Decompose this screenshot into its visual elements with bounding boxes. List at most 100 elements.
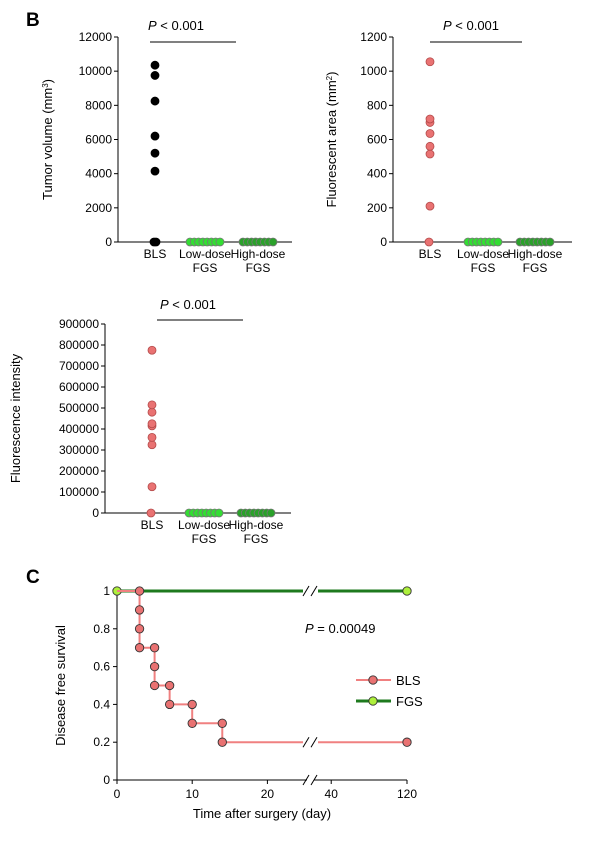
category-label-line2: FGS — [471, 261, 496, 275]
data-point-bls — [425, 57, 435, 67]
p-value-annotation: P = 0.00049 — [305, 621, 375, 636]
data-point-bls — [147, 345, 157, 355]
significance-value: < 0.001 — [452, 18, 499, 33]
y-tick-label: 6000 — [85, 133, 112, 147]
y-axis-title: Fluorescence intensity — [8, 353, 23, 483]
y-axis-title: Fluorescent area (mm2) — [324, 72, 339, 208]
category-label-line2: FGS — [193, 261, 218, 275]
y-tick-label: 400000 — [59, 422, 99, 436]
category-label: High-dose — [231, 247, 286, 261]
data-point-bls — [425, 201, 435, 211]
line-break-mark — [310, 736, 318, 748]
data-point-low-dose — [493, 237, 503, 247]
axis-break-mark — [302, 774, 310, 786]
y-axis-title-superscript: 2 — [325, 75, 334, 80]
y-axis-title-main: Fluorescent area (mm — [324, 80, 339, 207]
category-label: Low-dose — [457, 247, 509, 261]
y-tick-label: 200000 — [59, 464, 99, 478]
data-point-bls — [151, 237, 161, 247]
series-marker-bls — [134, 605, 145, 615]
p-value-label: P — [305, 621, 314, 636]
data-point-low-dose — [215, 237, 225, 247]
y-tick-label: 10000 — [79, 64, 113, 78]
data-point-bls — [425, 141, 435, 151]
series-marker-bls — [402, 737, 412, 747]
panel-letter-c: C — [26, 567, 40, 588]
data-point-bls — [150, 71, 160, 80]
y-axis-title: Disease free survival — [53, 625, 68, 746]
significance-label: P < 0.001 — [160, 297, 216, 312]
category-label-line2: FGS — [246, 261, 271, 275]
y-tick-label: 600 — [367, 133, 387, 147]
significance-label: P < 0.001 — [443, 18, 499, 33]
series-line-bls — [117, 590, 303, 744]
legend-marker-fgs — [368, 696, 378, 706]
category-label: High-dose — [508, 247, 563, 261]
category-label: BLS — [141, 518, 164, 532]
y-tick-label: 2000 — [85, 201, 112, 215]
y-tick-label: 0 — [103, 773, 110, 787]
y-tick-label: 1200 — [360, 30, 387, 44]
y-tick-label: 0.4 — [93, 697, 110, 711]
category-label-line2: FGS — [192, 532, 217, 546]
series-marker-bls — [149, 643, 160, 653]
data-point-bls — [425, 114, 435, 124]
panel-letter-b: B — [26, 10, 40, 31]
data-point-high-dose — [545, 237, 555, 247]
significance-p: P — [148, 18, 157, 33]
legend-marker-bls — [368, 675, 378, 685]
y-axis-title-main: Tumor volume (mm — [40, 88, 55, 200]
data-point-bls — [150, 60, 160, 70]
series-marker-bls — [217, 737, 227, 747]
y-tick-label: 4000 — [85, 167, 112, 181]
x-tick-label: 0 — [114, 787, 121, 801]
x-tick-label: 120 — [397, 787, 417, 801]
x-tick-label: 40 — [325, 787, 339, 801]
y-tick-label: 200 — [367, 201, 387, 215]
series-marker-bls — [134, 643, 145, 653]
p-value-number: = 0.00049 — [314, 621, 376, 636]
series-marker-bls — [149, 661, 160, 672]
y-tick-label: 0.2 — [93, 735, 110, 749]
y-tick-label: 8000 — [85, 98, 112, 112]
data-point-bls — [147, 400, 157, 410]
y-tick-label: 700000 — [59, 359, 99, 373]
data-point-bls — [425, 129, 435, 138]
y-axis-title-end: ) — [324, 72, 339, 76]
legend-label-fgs: FGS — [396, 694, 423, 709]
y-tick-label: 0.6 — [93, 660, 110, 674]
line-break-mark — [310, 585, 318, 597]
series-marker-bls — [164, 699, 175, 710]
y-tick-label: 500000 — [59, 401, 99, 415]
y-tick-label: 0.8 — [93, 622, 110, 636]
x-axis-title: Time after surgery (day) — [193, 806, 331, 821]
y-tick-label: 12000 — [79, 30, 113, 44]
y-tick-label: 1 — [103, 584, 110, 598]
series-marker-bls — [217, 718, 227, 728]
data-point-bls — [425, 149, 435, 159]
data-point-bls — [147, 440, 157, 450]
data-point-bls — [150, 166, 160, 176]
category-label: Low-dose — [179, 247, 231, 261]
category-label-line2: FGS — [244, 532, 269, 546]
x-tick-label: 10 — [186, 787, 200, 801]
series-marker-bls — [164, 680, 175, 691]
data-point-bls — [147, 419, 157, 429]
y-tick-label: 100000 — [59, 485, 99, 499]
y-tick-label: 300000 — [59, 443, 99, 457]
data-point-high-dose — [268, 237, 278, 247]
series-marker-bls — [187, 699, 197, 710]
data-point-high-dose — [266, 508, 276, 518]
category-label-line2: FGS — [523, 261, 548, 275]
significance-value: < 0.001 — [169, 297, 216, 312]
y-tick-label: 0 — [380, 235, 387, 249]
y-axis-title: Tumor volume (mm3) — [40, 79, 55, 200]
y-tick-label: 0 — [92, 506, 99, 520]
data-point-bls — [150, 96, 160, 106]
significance-value: < 0.001 — [157, 18, 204, 33]
category-label: BLS — [144, 247, 167, 261]
chart-fluorescence-intensity: 0 100000 200000 300000 400000 500000 600000 700… — [8, 297, 291, 546]
significance-label: P < 0.001 — [148, 18, 204, 33]
y-tick-label: 400 — [367, 167, 387, 181]
